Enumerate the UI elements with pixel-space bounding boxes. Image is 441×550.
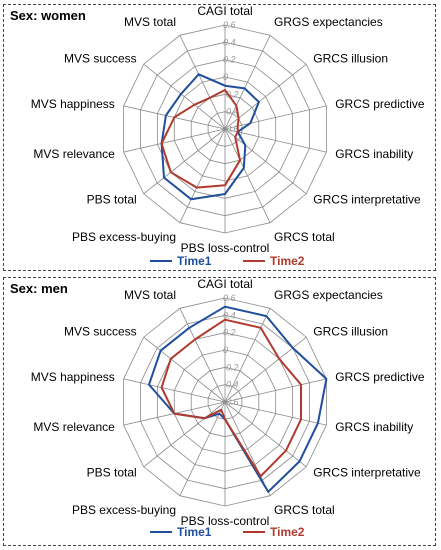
axis-spoke xyxy=(224,401,307,468)
axis-label: CAGI total xyxy=(197,278,252,291)
tick-label: 0.6 xyxy=(223,20,236,30)
axis-label: GRGS expectancies xyxy=(274,288,383,302)
axis-spoke xyxy=(179,128,226,223)
panel-title: Sex: men xyxy=(10,281,68,296)
panel-title: Sex: women xyxy=(10,8,86,23)
axis-spoke xyxy=(123,378,226,403)
tick-label: -0.4 xyxy=(223,107,239,117)
tick-label: 0 xyxy=(223,72,228,82)
series-line-time2 xyxy=(160,318,302,478)
tick-label: -0.4 xyxy=(223,380,239,390)
radar-chart-men: -0.6 -0.4 -0.2 0 0.2 0.4 0.6 CAGI total GRGS exp… xyxy=(31,278,425,539)
axis-spoke xyxy=(143,336,226,403)
series-line-time2 xyxy=(160,89,241,189)
axis-label: GRCS illusion xyxy=(313,52,388,66)
axis-spoke xyxy=(224,308,271,403)
tick-label: 0.4 xyxy=(223,310,236,320)
axis-label: PBS loss-control xyxy=(181,514,270,528)
axis-spoke xyxy=(179,35,226,130)
axis-label: GRCS total xyxy=(274,503,335,517)
axis-spoke xyxy=(224,401,271,496)
axis-label: MVS total xyxy=(124,288,176,302)
series-line-time1 xyxy=(160,73,260,201)
axis-label: MVS happiness xyxy=(31,370,115,384)
axis-spoke xyxy=(224,128,307,195)
axis-label: PBS excess-buying xyxy=(72,230,176,244)
axis-label: MVS relevance xyxy=(33,420,115,434)
radar-panel-men: Sex: men -0.6 -0.4 -0.2 0 0.2 0.4 0.6 CAGI tota… xyxy=(3,277,436,546)
axis-spoke xyxy=(143,401,226,468)
axis-spoke xyxy=(143,128,226,195)
axis-spoke xyxy=(224,35,271,130)
axis-label: MVS happiness xyxy=(31,97,115,111)
axis-spoke xyxy=(179,308,226,403)
axis-spoke xyxy=(123,128,226,153)
axis-label: PBS total xyxy=(87,193,137,207)
axis-label: GRCS illusion xyxy=(313,325,388,339)
axis-label: MVS success xyxy=(64,325,137,339)
axis-spoke xyxy=(224,378,327,403)
axis-label: GRCS interpretative xyxy=(313,466,421,480)
axis-label: MVS success xyxy=(64,52,137,66)
axis-spoke xyxy=(224,105,327,130)
legend-label: Time2 xyxy=(270,525,305,539)
tick-label: 0.2 xyxy=(223,55,236,65)
axis-label: MVS relevance xyxy=(33,147,115,161)
axis-spoke xyxy=(224,128,271,223)
axis-label: GRCS interpretative xyxy=(313,193,421,207)
legend-label: Time1 xyxy=(177,254,212,268)
axis-label: GRCS inability xyxy=(335,420,413,434)
legend-label: Time1 xyxy=(177,525,212,539)
axis-spoke xyxy=(224,128,327,153)
radar-panel-women: Sex: women -0.6 -0.4 -0.2 0 0.2 0.4 0.6 CAGI to… xyxy=(3,4,436,271)
radar-chart-women: -0.6 -0.4 -0.2 0 0.2 0.4 0.6 CAGI total GRGS exp… xyxy=(31,5,425,268)
axis-label: GRCS inability xyxy=(335,147,413,161)
axis-label: GRCS total xyxy=(274,230,335,244)
axis-label: PBS loss-control xyxy=(181,241,270,255)
tick-label: 0.4 xyxy=(223,37,236,47)
axis-label: GRGS expectancies xyxy=(274,15,383,29)
axis-label: CAGI total xyxy=(197,5,252,18)
tick-label: 0.2 xyxy=(223,328,236,338)
tick-label: 0.6 xyxy=(223,293,236,303)
axis-spoke xyxy=(143,63,226,130)
axis-label: PBS total xyxy=(87,466,137,480)
axis-label: GRCS predictive xyxy=(335,370,425,384)
tick-label: -0.6 xyxy=(223,124,239,134)
axis-label: MVS total xyxy=(124,15,176,29)
tick-label: -0.2 xyxy=(223,89,239,99)
axis-label: PBS excess-buying xyxy=(72,503,176,517)
axis-spoke xyxy=(224,401,327,426)
tick-label: -0.2 xyxy=(223,362,239,372)
axis-label: GRCS predictive xyxy=(335,97,425,111)
tick-label: 0 xyxy=(223,345,228,355)
legend-label: Time2 xyxy=(270,254,305,268)
axis-spoke xyxy=(179,401,226,496)
tick-label: -0.6 xyxy=(223,397,239,407)
